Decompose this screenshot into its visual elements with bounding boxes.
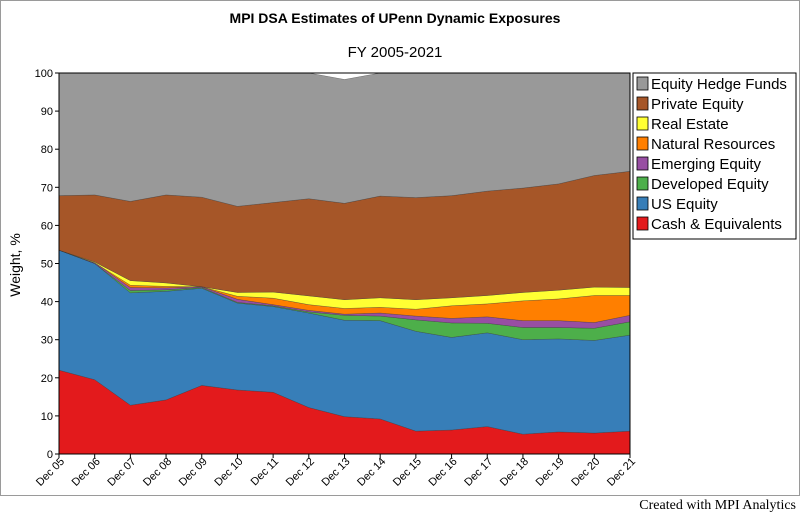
x-tick-label: Dec 18 (498, 456, 531, 489)
y-tick-label: 100 (35, 68, 53, 80)
legend-swatch (636, 156, 649, 171)
legend-label: Cash & Equivalents (651, 216, 782, 233)
x-tick-label: Dec 13 (319, 456, 352, 489)
x-tick-label: Dec 14 (355, 456, 388, 489)
legend-label: US Equity (651, 196, 718, 213)
x-tick-label: Dec 19 (534, 456, 567, 489)
legend-swatch (636, 176, 649, 191)
x-tick-label: Dec 12 (284, 456, 317, 489)
y-tick-label: 50 (41, 259, 53, 271)
x-tick-label: Dec 11 (249, 456, 282, 489)
x-tick-label: Dec 15 (391, 456, 424, 489)
legend-swatch (636, 216, 649, 231)
y-tick-label: 80 (41, 144, 53, 156)
x-tick-label: Dec 09 (177, 456, 210, 489)
legend: Equity Hedge Funds Private Equity Real Est… (632, 72, 797, 240)
legend-label: Natural Resources (651, 136, 775, 153)
legend-swatch (636, 116, 649, 131)
legend-swatch (636, 136, 649, 151)
legend-swatch (636, 76, 649, 91)
legend-label: Emerging Equity (651, 156, 762, 173)
x-tick-label: Dec 07 (105, 456, 138, 489)
chart-title: MPI DSA Estimates of UPenn Dynamic Expos… (230, 10, 561, 26)
x-tick-label: Dec 20 (569, 456, 602, 489)
y-tick-label: 30 (41, 335, 53, 347)
x-tick-label: Dec 06 (70, 456, 103, 489)
legend-label: Private Equity (651, 96, 744, 113)
x-axis: Dec 05 Dec 06 Dec 07 Dec 08 Dec 09 Dec 10 Dec … (34, 454, 638, 489)
y-tick-label: 20 (41, 373, 53, 385)
legend-box (632, 72, 797, 240)
y-axis-label: Weight, % (7, 233, 23, 297)
x-tick-label: Dec 08 (141, 456, 174, 489)
x-tick-label: Dec 21 (605, 456, 638, 489)
x-tick-label: Dec 16 (427, 456, 460, 489)
legend-label: Developed Equity (651, 176, 769, 193)
y-tick-label: 10 (41, 411, 53, 423)
y-tick-label: 40 (41, 297, 53, 309)
y-tick-label: 70 (41, 182, 53, 194)
legend-label: Real Estate (651, 116, 729, 133)
x-tick-label: Dec 10 (212, 456, 245, 489)
credit-text: Created with MPI Analytics (639, 498, 796, 513)
x-tick-label: Dec 17 (462, 456, 495, 489)
legend-swatch (636, 196, 649, 211)
legend-swatch (636, 96, 649, 111)
y-axis: 0 10 20 30 40 50 60 70 80 90 100 (35, 68, 59, 461)
y-tick-label: 90 (41, 106, 53, 118)
y-tick-label: 60 (41, 220, 53, 232)
y-tick-label: 0 (47, 449, 53, 461)
legend-label: Equity Hedge Funds (651, 76, 787, 93)
area-layers (58, 72, 631, 455)
chart-subtitle: FY 2005-2021 (348, 44, 443, 61)
